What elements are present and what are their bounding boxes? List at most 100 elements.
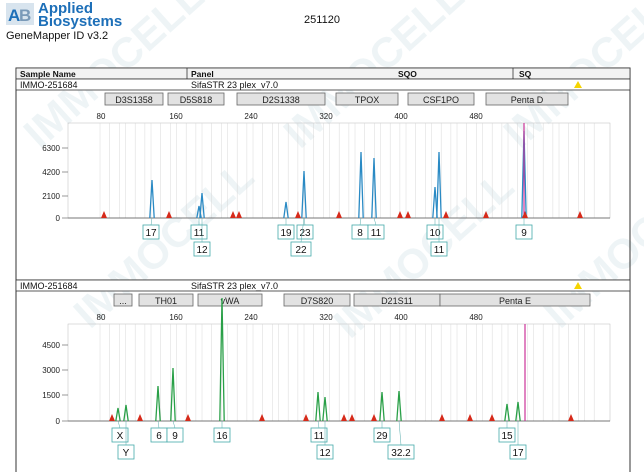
allele-call-label: 17 <box>512 448 524 459</box>
col-sqo: SQO <box>398 69 417 79</box>
marker-box[interactable] <box>236 92 326 106</box>
x-tick-label: 480 <box>469 313 483 322</box>
stutter-marker-icon <box>236 211 242 218</box>
allele-call-label: 15 <box>501 431 513 442</box>
allele-call-box[interactable] <box>387 444 415 460</box>
allele-call-box[interactable] <box>290 241 312 257</box>
allele-call-box[interactable] <box>213 427 231 443</box>
allele-call-label: 17 <box>145 228 157 239</box>
allele-call-box[interactable] <box>117 444 135 460</box>
allele-call-box[interactable] <box>310 427 328 443</box>
marker-label: TH01 <box>155 296 177 306</box>
sample-name: IMMO-251684 <box>20 80 78 90</box>
allele-call-box[interactable] <box>190 224 208 240</box>
marker-label: Penta E <box>499 296 531 306</box>
allele-call-box[interactable] <box>509 444 527 460</box>
panel2-panel: IMMO-251684 SifaSTR 23 plex_v7.0... TH01 vW… <box>15 279 631 472</box>
marker-box[interactable] <box>283 293 351 307</box>
x-tick-label: 320 <box>319 313 333 322</box>
stutter-marker-icon <box>166 211 172 218</box>
marker-label: Penta D <box>511 95 544 105</box>
allele-call-label: 10 <box>429 228 441 239</box>
allele-call-box[interactable] <box>498 427 516 443</box>
allele-call-box[interactable] <box>111 427 129 443</box>
y-tick-label: 4200 <box>42 168 60 177</box>
marker-label: ... <box>119 296 127 306</box>
stutter-marker-icon <box>101 211 107 218</box>
y-tick-label: 0 <box>56 214 61 223</box>
brand-name-line1: Applied <box>38 0 93 17</box>
stutter-marker-icon <box>349 414 355 421</box>
allele-call-box[interactable] <box>515 224 533 240</box>
allele-call-label: 9 <box>172 431 178 442</box>
stutter-marker-icon <box>405 211 411 218</box>
allele-call-label: 22 <box>295 245 307 256</box>
sq-warning-icon <box>574 81 582 88</box>
stutter-marker-icon <box>443 211 449 218</box>
allele-call-box[interactable] <box>193 241 211 257</box>
peak <box>123 404 129 422</box>
stutter-marker-icon <box>371 414 377 421</box>
x-tick-label: 160 <box>169 313 183 322</box>
allele-call-label: 12 <box>196 245 208 256</box>
allele-call-label: 23 <box>299 228 311 239</box>
y-tick-label: 0 <box>56 417 61 426</box>
allele-call-box[interactable] <box>373 427 391 443</box>
marker-box[interactable] <box>138 293 194 307</box>
x-tick-label: 480 <box>469 112 483 121</box>
allele-call-box[interactable] <box>296 224 314 240</box>
stutter-marker-icon <box>467 414 473 421</box>
allele-call-label: 11 <box>371 228 382 239</box>
x-tick-label: 160 <box>169 112 183 121</box>
panel1-sample-row <box>15 78 631 91</box>
allele-call-box[interactable] <box>277 224 295 240</box>
marker-box[interactable] <box>104 92 164 106</box>
marker-label: D3S1358 <box>115 95 153 105</box>
allele-call-label: 32.2 <box>391 448 411 459</box>
marker-box[interactable] <box>485 92 569 106</box>
brand-name-line2: Biosystems <box>38 13 123 30</box>
marker-box[interactable] <box>439 293 591 307</box>
allele-call-label: X <box>117 431 124 442</box>
app-name: GeneMapper ID v3.2 <box>6 30 109 42</box>
peak <box>149 179 155 219</box>
x-tick-label: 400 <box>394 112 408 121</box>
peak <box>170 367 176 422</box>
x-tick-label: 80 <box>97 112 106 121</box>
peak <box>199 192 205 219</box>
stutter-marker-icon <box>295 211 301 218</box>
x-tick-label: 80 <box>97 313 106 322</box>
svg-text:A: A <box>8 6 20 25</box>
marker-label: D5S818 <box>180 95 213 105</box>
y-tick-label: 6300 <box>42 144 60 153</box>
peak <box>358 151 364 219</box>
y-tick-label: 3000 <box>42 366 60 375</box>
marker-label: D21S11 <box>381 296 413 306</box>
allele-call-box[interactable] <box>166 427 184 443</box>
watermark-text: IMMOCELL <box>65 152 263 337</box>
stutter-marker-icon <box>439 414 445 421</box>
peak <box>432 186 438 219</box>
stutter-marker-icon <box>259 414 265 421</box>
y-tick-label: 1500 <box>42 391 60 400</box>
marker-box[interactable] <box>335 92 399 106</box>
allele-call-box[interactable] <box>316 444 334 460</box>
allele-call-label: 12 <box>319 448 331 459</box>
stutter-marker-icon <box>397 211 403 218</box>
peak <box>315 391 321 422</box>
allele-call-box[interactable] <box>367 224 385 240</box>
stutter-marker-icon <box>489 414 495 421</box>
marker-box[interactable] <box>113 293 133 307</box>
watermark-text: IMMOCELL <box>325 162 523 347</box>
marker-label: CSF1PO <box>423 95 459 105</box>
marker-box[interactable] <box>167 92 225 106</box>
stutter-marker-icon <box>522 211 528 218</box>
applied-biosystems-logo-icon: A B <box>6 3 34 25</box>
marker-box[interactable] <box>197 293 263 307</box>
marker-box[interactable] <box>407 92 475 106</box>
stutter-marker-icon <box>109 414 115 421</box>
allele-call-box[interactable] <box>142 224 160 240</box>
peak <box>504 403 510 422</box>
watermark-text: IMMOCELL <box>535 152 644 337</box>
allele-call-box[interactable] <box>430 241 448 257</box>
